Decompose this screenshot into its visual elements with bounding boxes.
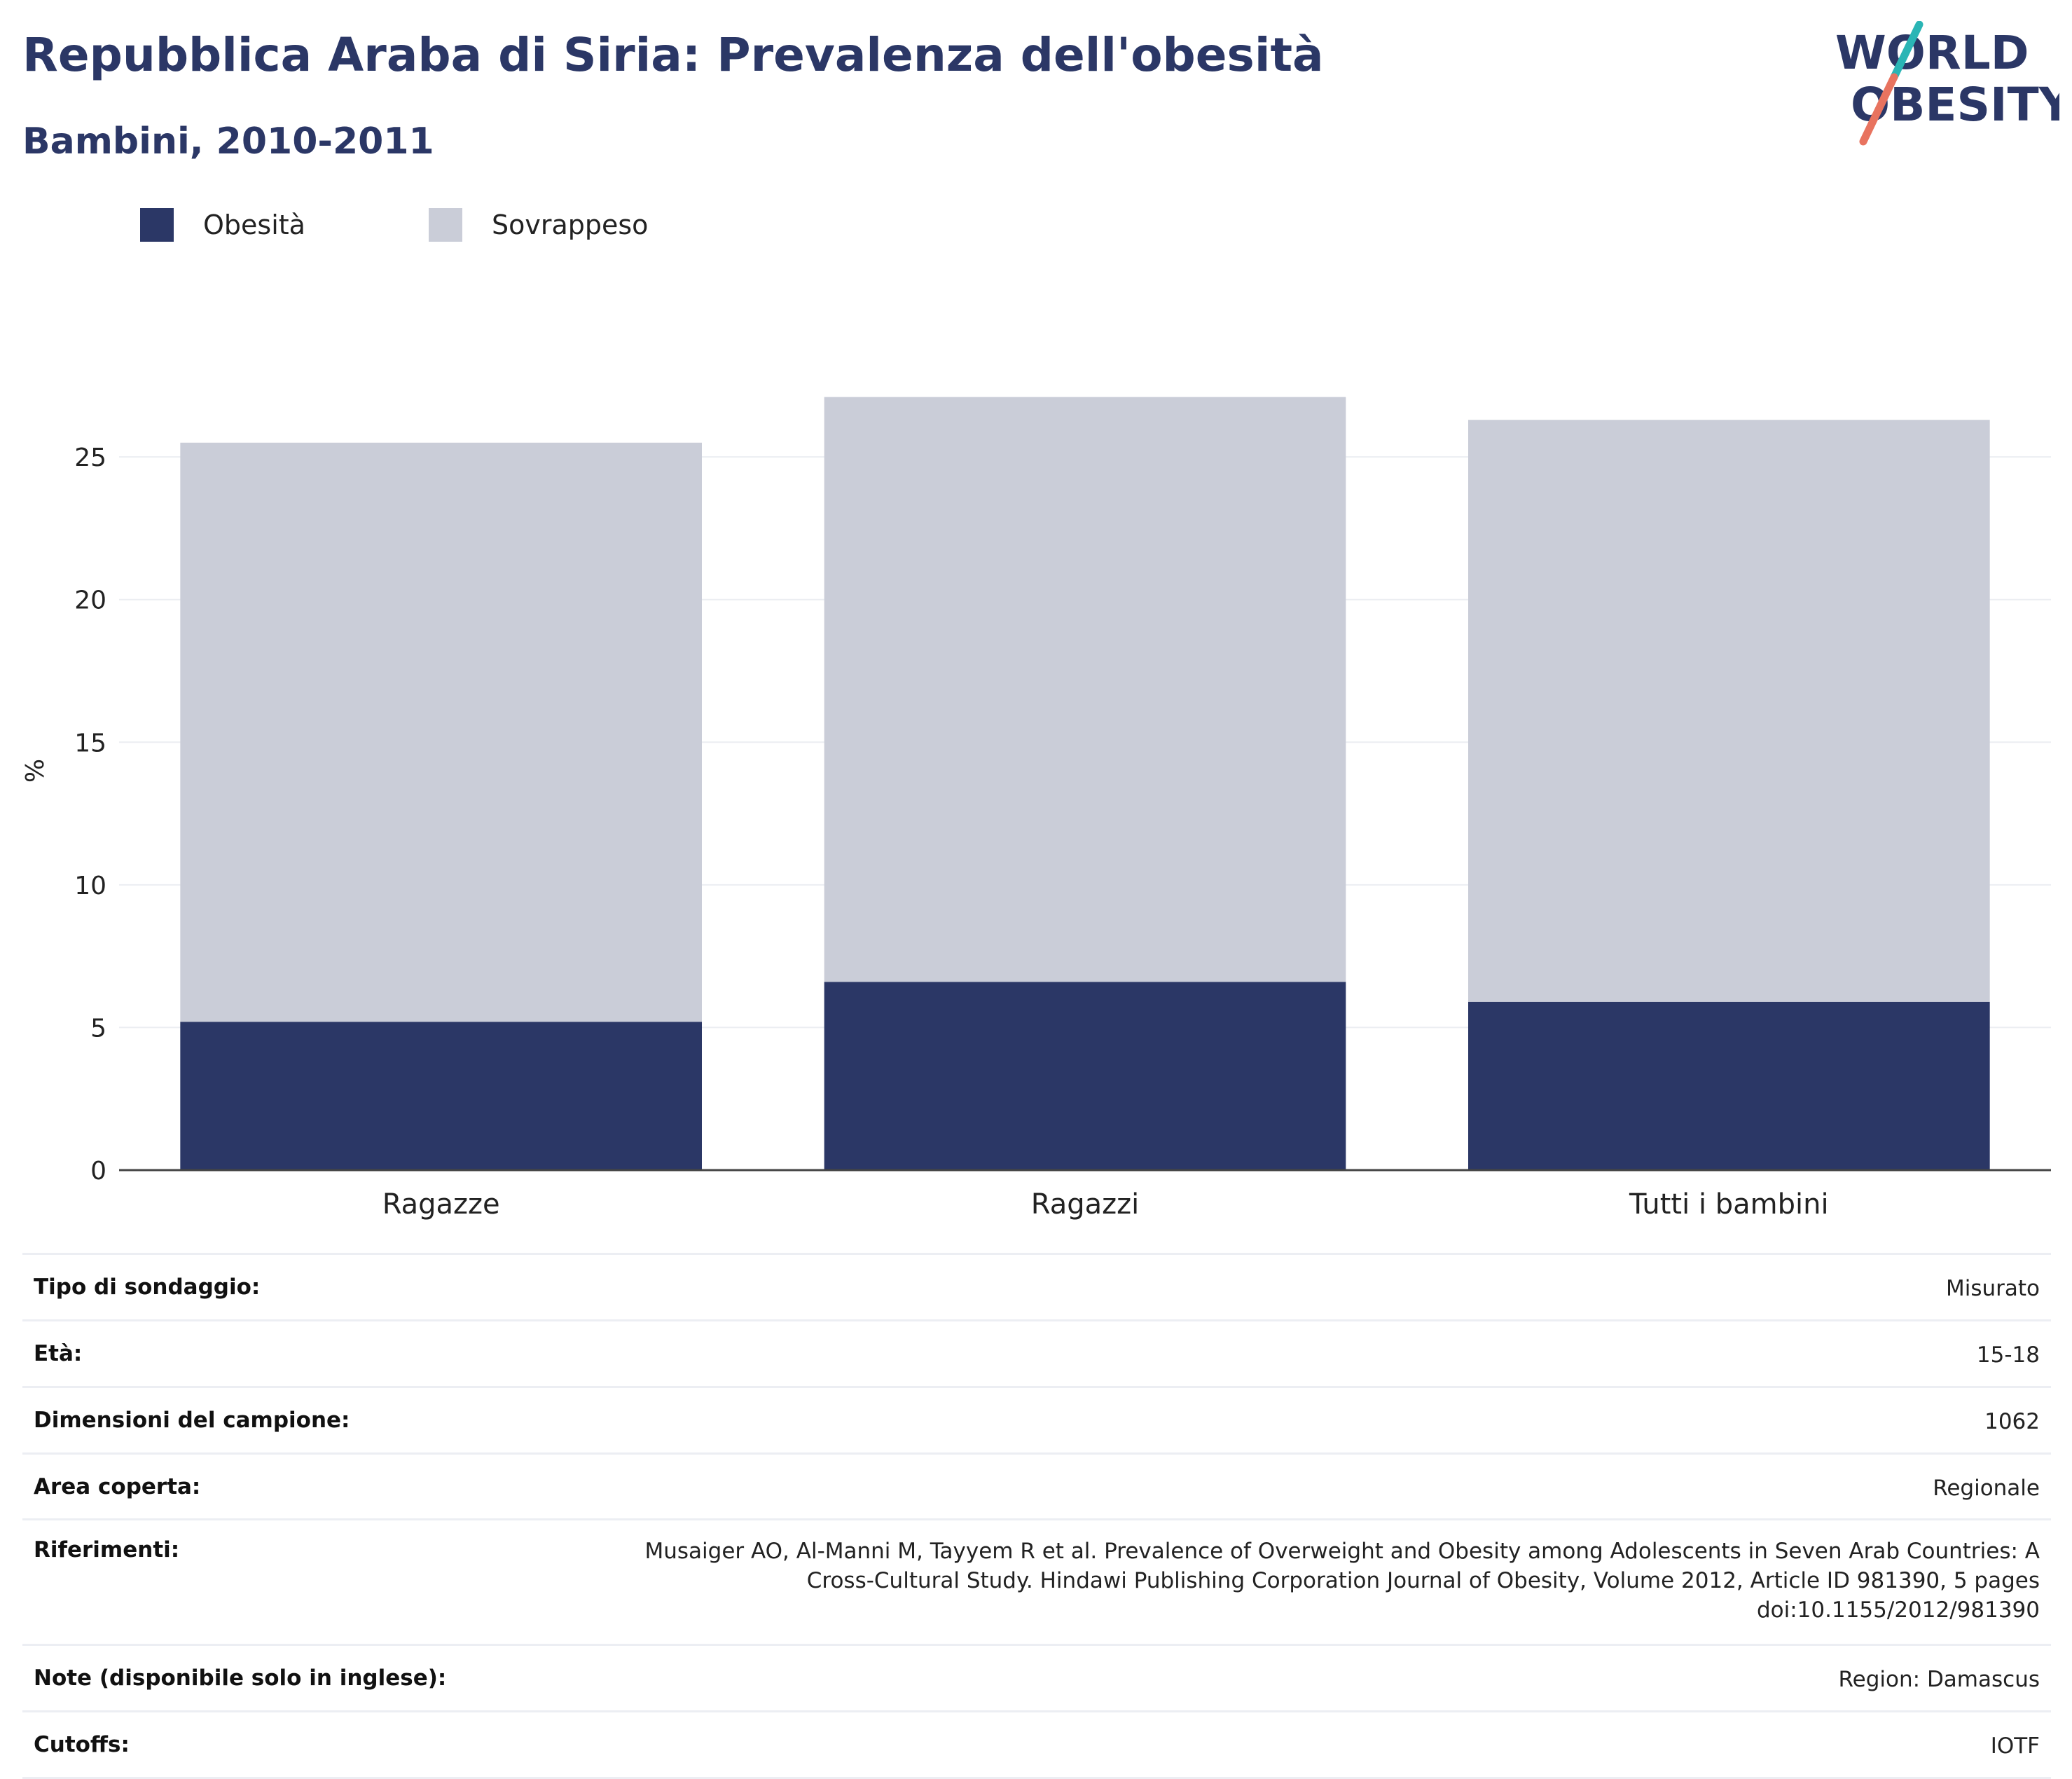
y-tick-label-15: 15: [74, 729, 106, 757]
meta-row-references: Riferimenti: Musaiger AO, Al-Manni M, Ta…: [22, 1520, 2051, 1646]
bar-overweight-1: [824, 397, 1346, 982]
bar-obesity-0: [180, 1022, 702, 1170]
y-tick-label-25: 25: [74, 444, 106, 472]
logo-slash-coral: [1859, 73, 1898, 146]
x-category-label-2: Tutti i bambini: [1629, 1188, 1829, 1221]
meta-key-sample-size: Dimensioni del campione:: [34, 1407, 350, 1433]
bar-overweight-0: [180, 442, 702, 1022]
meta-value-references: Musaiger AO, Al-Manni M, Tayyem R et al.…: [644, 1539, 2040, 1623]
survey-metadata-table: Tipo di sondaggio: Misurato Età: 15-18 D…: [22, 1253, 2051, 1779]
logo-word-world: WORLD: [1835, 26, 2029, 80]
meta-value-age: 15-18: [1976, 1342, 2040, 1368]
legend-item-obesity[interactable]: Obesità: [140, 208, 305, 242]
meta-row-cutoffs: Cutoffs: IOTF: [22, 1712, 2051, 1779]
stacked-bar-chart: 0 5 10 15 20 25% Ragazze Ragazzi Tutti i bambini: [21, 397, 2051, 1221]
chart-title: Repubblica Araba di Siria: Prevalenza de…: [22, 28, 1324, 82]
legend-label-obesity: Obesità: [203, 210, 305, 240]
legend-swatch-obesity: [140, 208, 174, 242]
y-axis-title: %: [21, 759, 50, 783]
bar-obesity-1: [824, 982, 1346, 1170]
x-category-label-0: Ragazze: [382, 1188, 500, 1221]
meta-key-notes: Note (disponibile solo in inglese):: [34, 1665, 447, 1691]
meta-row-age: Età: 15-18: [22, 1321, 2051, 1388]
y-tick-label-5: 5: [90, 1014, 106, 1043]
y-tick-label-20: 20: [74, 586, 106, 615]
bar-overweight-2: [1468, 420, 1990, 1002]
meta-value-cutoffs: IOTF: [1990, 1733, 2040, 1759]
meta-row-notes: Note (disponibile solo in inglese): Regi…: [22, 1646, 2051, 1712]
chart-subtitle: Bambini, 2010-2011: [22, 121, 434, 163]
legend-label-overweight: Sovrappeso: [492, 210, 649, 240]
meta-value-sample-size: 1062: [1984, 1408, 2040, 1434]
meta-key-references: Riferimenti:: [34, 1537, 180, 1563]
y-tick-label-0: 0: [90, 1157, 106, 1186]
meta-key-survey-type: Tipo di sondaggio:: [34, 1275, 261, 1300]
world-obesity-logo: WORLD OBESITY: [1835, 21, 2059, 146]
meta-row-sample-size: Dimensioni del campione: 1062: [22, 1388, 2051, 1455]
meta-key-cutoffs: Cutoffs:: [34, 1731, 130, 1757]
logo-slash-teal: [1890, 21, 1923, 81]
meta-row-area: Area coperta: Regionale: [22, 1455, 2051, 1521]
meta-value-notes: Region: Damascus: [1838, 1666, 2040, 1692]
y-tick-label-10: 10: [74, 872, 106, 900]
meta-key-age: Età:: [34, 1340, 83, 1366]
meta-value-survey-type: Misurato: [1945, 1276, 2040, 1301]
meta-key-area: Area coperta:: [34, 1474, 201, 1499]
legend-swatch-overweight: [429, 208, 462, 242]
meta-value-area: Regionale: [1933, 1475, 2040, 1501]
meta-row-survey-type: Tipo di sondaggio: Misurato: [22, 1255, 2051, 1321]
x-category-label-1: Ragazzi: [1031, 1188, 1139, 1221]
legend-item-overweight[interactable]: Sovrappeso: [429, 208, 648, 242]
bar-obesity-2: [1468, 1001, 1990, 1170]
